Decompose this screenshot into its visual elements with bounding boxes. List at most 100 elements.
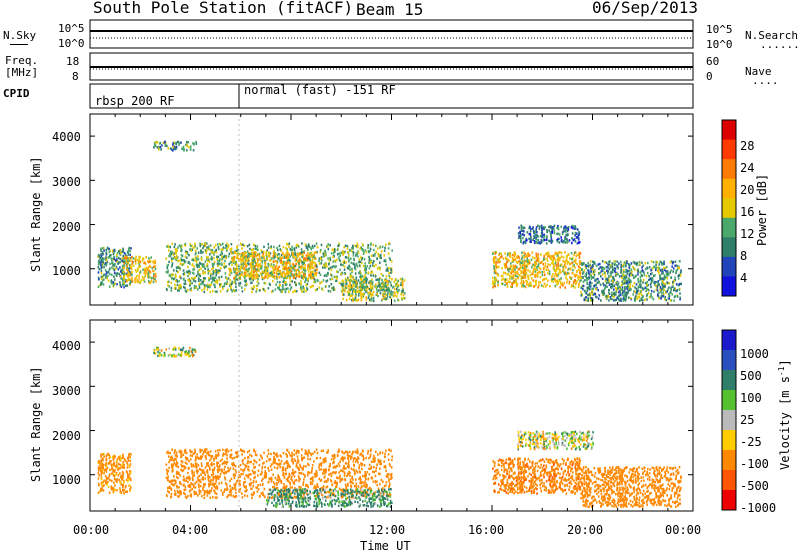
data-cell: [292, 265, 294, 268]
data-cell: [311, 266, 314, 270]
data-cell: [533, 265, 536, 268]
data-cell: [311, 276, 314, 279]
data-cell: [252, 270, 255, 273]
data-cell: [633, 276, 636, 279]
data-cell: [281, 288, 283, 292]
data-cell: [647, 288, 649, 291]
data-cell: [304, 269, 306, 272]
data-cell: [263, 276, 266, 280]
data-cell: [198, 264, 200, 267]
data-cell: [105, 482, 107, 485]
data-cell: [505, 257, 508, 261]
data-cell: [172, 142, 174, 145]
data-cell: [324, 251, 327, 254]
data-cell: [283, 271, 285, 274]
nsky-tick-bottom: 10^0: [58, 37, 85, 50]
data-cell: [395, 282, 397, 286]
data-cell: [311, 265, 313, 268]
data-cell: [551, 277, 553, 281]
data-cell: [187, 289, 189, 292]
data-cell: [507, 252, 509, 255]
data-cell: [371, 280, 374, 284]
data-cell: [206, 246, 208, 249]
data-cell: [194, 455, 197, 459]
data-cell: [173, 483, 176, 486]
data-cell: [402, 287, 404, 290]
data-cell: [160, 148, 162, 151]
data-cell: [620, 297, 622, 301]
data-cell: [668, 297, 670, 300]
data-cell: [211, 258, 213, 261]
data-cell: [312, 266, 315, 270]
data-cell: [274, 253, 277, 256]
data-cell: [105, 481, 107, 484]
data-cell: [662, 288, 665, 292]
data-cell: [188, 278, 190, 281]
data-cell: [199, 456, 201, 460]
data-cell: [105, 252, 108, 255]
data-cell: [358, 290, 361, 293]
data-cell: [173, 141, 175, 144]
data-cell: [565, 237, 567, 240]
data-cell: [310, 453, 313, 456]
data-cell: [364, 278, 366, 281]
data-cell: [494, 278, 497, 281]
data-cell: [605, 277, 608, 281]
data-cell: [670, 288, 672, 291]
data-cell: [584, 274, 586, 278]
data-cell: [350, 294, 352, 297]
data-cell: [628, 274, 631, 277]
data-cell: [383, 259, 386, 263]
data-cell: [586, 276, 588, 280]
data-cell: [537, 239, 540, 242]
cpid-mode-1: rbsp 200 RF: [95, 94, 175, 108]
data-cell: [353, 287, 355, 291]
data-cell: [266, 249, 269, 252]
data-cell: [350, 457, 352, 460]
data-cell: [613, 291, 616, 294]
data-cell: [556, 254, 559, 257]
data-cell: [372, 264, 374, 267]
data-cell: [592, 272, 595, 275]
data-cell: [284, 485, 287, 488]
data-cell: [386, 288, 388, 291]
data-cell: [669, 291, 672, 294]
data-cell: [188, 349, 190, 353]
data-cell: [366, 278, 368, 281]
data-cell: [397, 284, 399, 287]
data-cell: [121, 456, 123, 460]
data-cell: [616, 280, 618, 284]
data-cell: [511, 276, 514, 279]
data-cell: [122, 260, 125, 263]
data-cell: [371, 278, 373, 281]
data-cell: [581, 268, 583, 271]
data-cell: [304, 275, 307, 279]
data-cell: [616, 260, 618, 263]
data-cell: [121, 270, 123, 273]
data-cell: [578, 233, 580, 236]
data-cell: [191, 244, 193, 248]
data-cell: [350, 257, 352, 260]
data-cell: [116, 283, 118, 286]
data-cell: [123, 274, 125, 278]
data-cell: [563, 227, 565, 230]
data-cell: [272, 254, 275, 258]
data-cell: [628, 265, 631, 268]
data-cell: [154, 267, 157, 271]
data-cell: [620, 263, 622, 266]
data-cell: [253, 268, 256, 271]
data-cell: [512, 258, 515, 261]
data-cell: [671, 262, 674, 265]
data-cell: [385, 269, 388, 272]
data-cell: [293, 275, 295, 279]
data-cell: [187, 351, 189, 354]
data-cell: [379, 459, 381, 462]
data-cell: [231, 251, 234, 254]
data-cell: [362, 285, 365, 288]
data-cell: [365, 473, 367, 476]
data-cell: [377, 487, 380, 490]
data-cell: [559, 257, 561, 260]
data-cell: [321, 287, 323, 290]
data-cell: [623, 280, 626, 283]
data-cell: [240, 267, 242, 270]
